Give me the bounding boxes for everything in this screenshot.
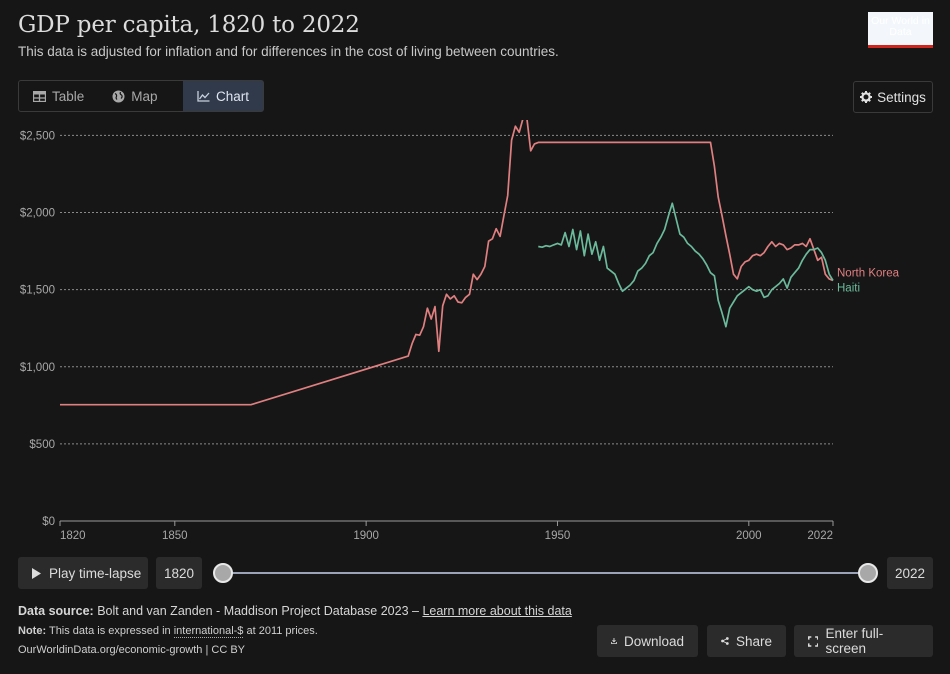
tab-chart[interactable]: Chart (182, 81, 263, 111)
start-year-label: 1820 (156, 557, 202, 589)
view-tabs: Table Map Chart (18, 80, 264, 112)
owid-logo[interactable]: Our World in Data (868, 12, 933, 48)
y-tick-label: $500 (29, 439, 55, 451)
owid-url[interactable]: OurWorldinData.org/economic-growth | CC … (18, 644, 246, 656)
settings-label: Settings (877, 89, 926, 105)
download-button[interactable]: Download (597, 625, 698, 657)
timeline-controls: Play time-lapse 1820 2022 (18, 557, 933, 589)
note-label: Note: (18, 625, 47, 637)
source-label: Data source: (18, 604, 94, 618)
timeline-track[interactable] (222, 572, 867, 574)
start-year-handle[interactable] (213, 563, 233, 583)
play-label: Play time-lapse (49, 565, 142, 581)
y-tick-label: $2,500 (20, 130, 55, 142)
download-label: Download (623, 633, 684, 649)
fullscreen-button[interactable]: Enter full-screen (794, 625, 933, 657)
y-tick-label: $0 (42, 516, 55, 528)
note-post: at 2011 prices. (246, 625, 318, 637)
x-tick-label: 2022 (807, 530, 833, 542)
series-label: North Korea (837, 267, 900, 279)
globe-icon (112, 90, 125, 102)
series-label: Haiti (837, 282, 860, 294)
end-year-label: 2022 (887, 557, 933, 589)
tab-map-label: Map (131, 88, 158, 104)
source-text: Bolt and van Zanden - Maddison Project D… (97, 604, 419, 618)
y-tick-label: $2,000 (20, 208, 55, 220)
play-icon (32, 567, 41, 579)
x-tick-label: 2000 (736, 530, 762, 542)
fullscreen-icon (808, 635, 819, 647)
x-tick-label: 1850 (162, 530, 188, 542)
chart-subtitle: This data is adjusted for inflation and … (18, 44, 559, 59)
data-source: Data source: Bolt and van Zanden - Maddi… (18, 604, 572, 618)
series-line-haiti (538, 202, 834, 328)
tab-map[interactable]: Map (98, 81, 171, 111)
line-chart-icon (197, 90, 210, 102)
chart-title: GDP per capita, 1820 to 2022 (18, 12, 360, 38)
share-label: Share (735, 633, 772, 649)
x-tick-label: 1900 (353, 530, 379, 542)
share-icon (721, 637, 729, 645)
end-year-handle[interactable] (858, 563, 878, 583)
tab-chart-label: Chart (215, 88, 249, 104)
data-note: Note: This data is expressed in internat… (18, 625, 318, 638)
gear-icon (860, 91, 873, 103)
x-tick-label: 1950 (545, 530, 571, 542)
note-pre: This data is expressed in (48, 625, 171, 637)
play-timelapse-button[interactable]: Play time-lapse (18, 557, 148, 589)
download-icon (611, 638, 617, 644)
tab-table[interactable]: Table (19, 81, 98, 111)
fullscreen-label: Enter full-screen (825, 626, 884, 656)
series-line-north-korea (59, 120, 834, 406)
x-tick-label: 1820 (60, 530, 86, 542)
y-tick-label: $1,500 (20, 285, 55, 297)
line-chart: $0 $500 $1,000 $1,500 $2,000 $2,500 1820 1850 19… (20, 120, 900, 542)
logo-text: Our World in Data (871, 15, 930, 38)
y-tick-label: $1,000 (20, 362, 55, 374)
settings-button[interactable]: Settings (853, 81, 933, 113)
learn-more-link[interactable]: Learn more about this data (422, 604, 572, 618)
table-icon (33, 90, 46, 102)
international-dollar-term[interactable]: international-$ (173, 625, 244, 638)
share-button[interactable]: Share (707, 625, 786, 657)
tab-table-label: Table (52, 88, 85, 104)
